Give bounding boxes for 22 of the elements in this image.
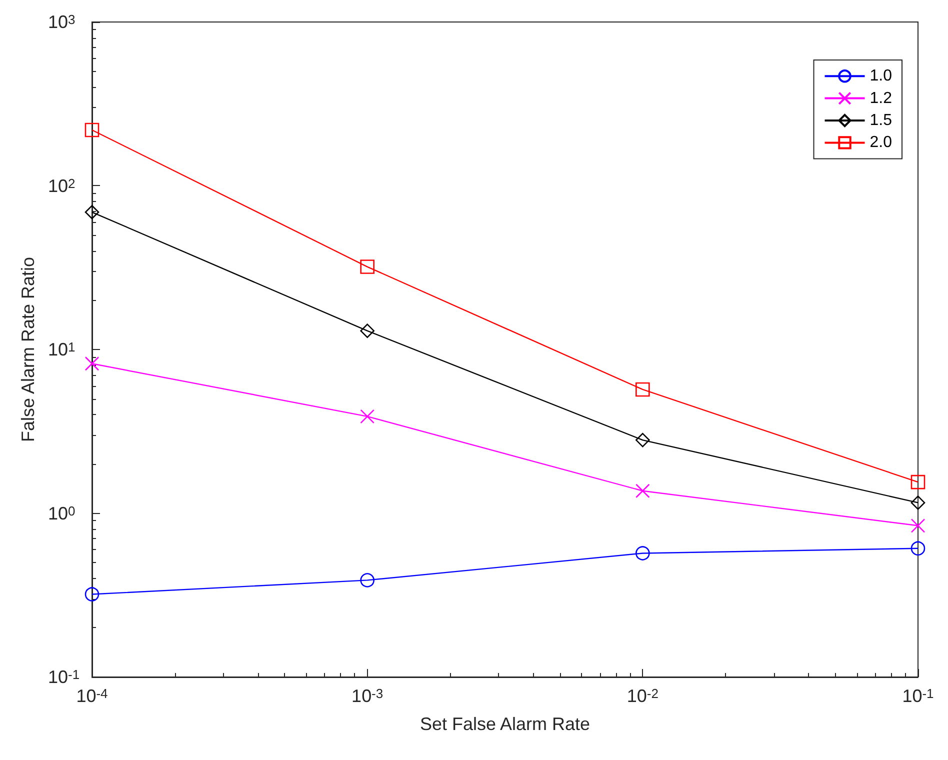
point [910, 518, 926, 533]
point [636, 382, 650, 397]
point [910, 474, 926, 490]
point [636, 546, 650, 560]
point [360, 573, 374, 588]
x-axis-title: Set False Alarm Rate [420, 714, 590, 734]
point [636, 484, 650, 498]
point [360, 409, 374, 424]
point [360, 324, 374, 338]
point [84, 204, 100, 220]
point [910, 496, 926, 510]
point [84, 122, 100, 138]
point [84, 356, 100, 371]
point [910, 541, 926, 556]
legend-label: 2.0 [870, 134, 892, 152]
legend-label: 1.5 [870, 112, 892, 129]
point [360, 260, 374, 274]
y-axis-title: False Alarm Rate Ratio [18, 256, 38, 442]
point [84, 587, 100, 602]
legend-label: 1.0 [870, 68, 892, 85]
legend-label: 1.2 [870, 90, 892, 107]
point [636, 432, 650, 448]
